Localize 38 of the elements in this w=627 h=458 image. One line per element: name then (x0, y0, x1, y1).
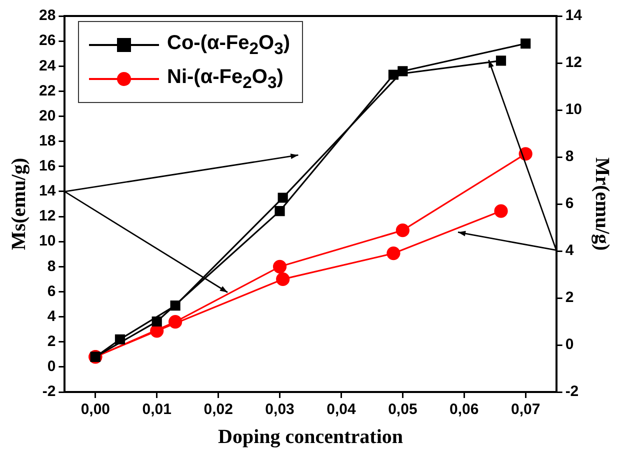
y2-tick-label: 8 (565, 148, 574, 166)
y-tick-label: 12 (38, 208, 56, 225)
x-tick-label: 0,03 (265, 401, 294, 418)
y-tick-label: 0 (47, 358, 56, 376)
x-tick-label: 0,02 (204, 401, 233, 418)
legend-label: Ni-(α-Fe$_{2}$O$_{3}$) (167, 66, 284, 92)
y2-tick-label: 10 (565, 101, 582, 118)
y-tick-label: 2 (47, 333, 56, 350)
y-tick-label: 20 (38, 107, 56, 124)
y2-axis-title: Mr(emu/g) (590, 157, 613, 251)
y-tick-label: 4 (47, 308, 56, 325)
y-tick-label: 24 (38, 57, 56, 74)
y-tick-label: 6 (47, 282, 56, 300)
y-axis-title: Ms(emu/g) (8, 158, 30, 250)
y-tick-label: 26 (38, 32, 56, 50)
y-tick-label: 28 (38, 7, 56, 24)
legend-label: Co-(α-Fe$_{2}$O$_{3}$) (167, 32, 290, 58)
y-tick-label: 18 (38, 132, 56, 150)
x-axis-title: Doping concentration (218, 426, 403, 448)
y2-tick-label: 2 (565, 289, 574, 306)
y2-tick-label: 0 (565, 336, 574, 354)
y-tick-label: 16 (38, 158, 56, 175)
y-tick-label: 8 (47, 258, 56, 275)
y-tick-label: 14 (38, 182, 56, 200)
x-tick-label: 0,05 (388, 401, 418, 418)
y2-tick-label: 4 (565, 242, 574, 260)
x-tick-label: 0,01 (142, 401, 172, 418)
y2-tick-label: -2 (565, 383, 579, 400)
y2-tick-label: 6 (565, 195, 574, 212)
x-tick-label: 0,06 (450, 401, 479, 418)
x-tick-label: 0,04 (326, 401, 356, 418)
x-tick-label: 0,00 (80, 401, 110, 418)
y-tick-label: 22 (38, 82, 56, 100)
y2-tick-label: 14 (565, 7, 583, 24)
y2-tick-label: 12 (565, 54, 582, 72)
y-tick-label: 10 (38, 232, 56, 250)
y-tick-label: -2 (42, 383, 56, 400)
x-tick-label: 0,07 (510, 401, 540, 418)
